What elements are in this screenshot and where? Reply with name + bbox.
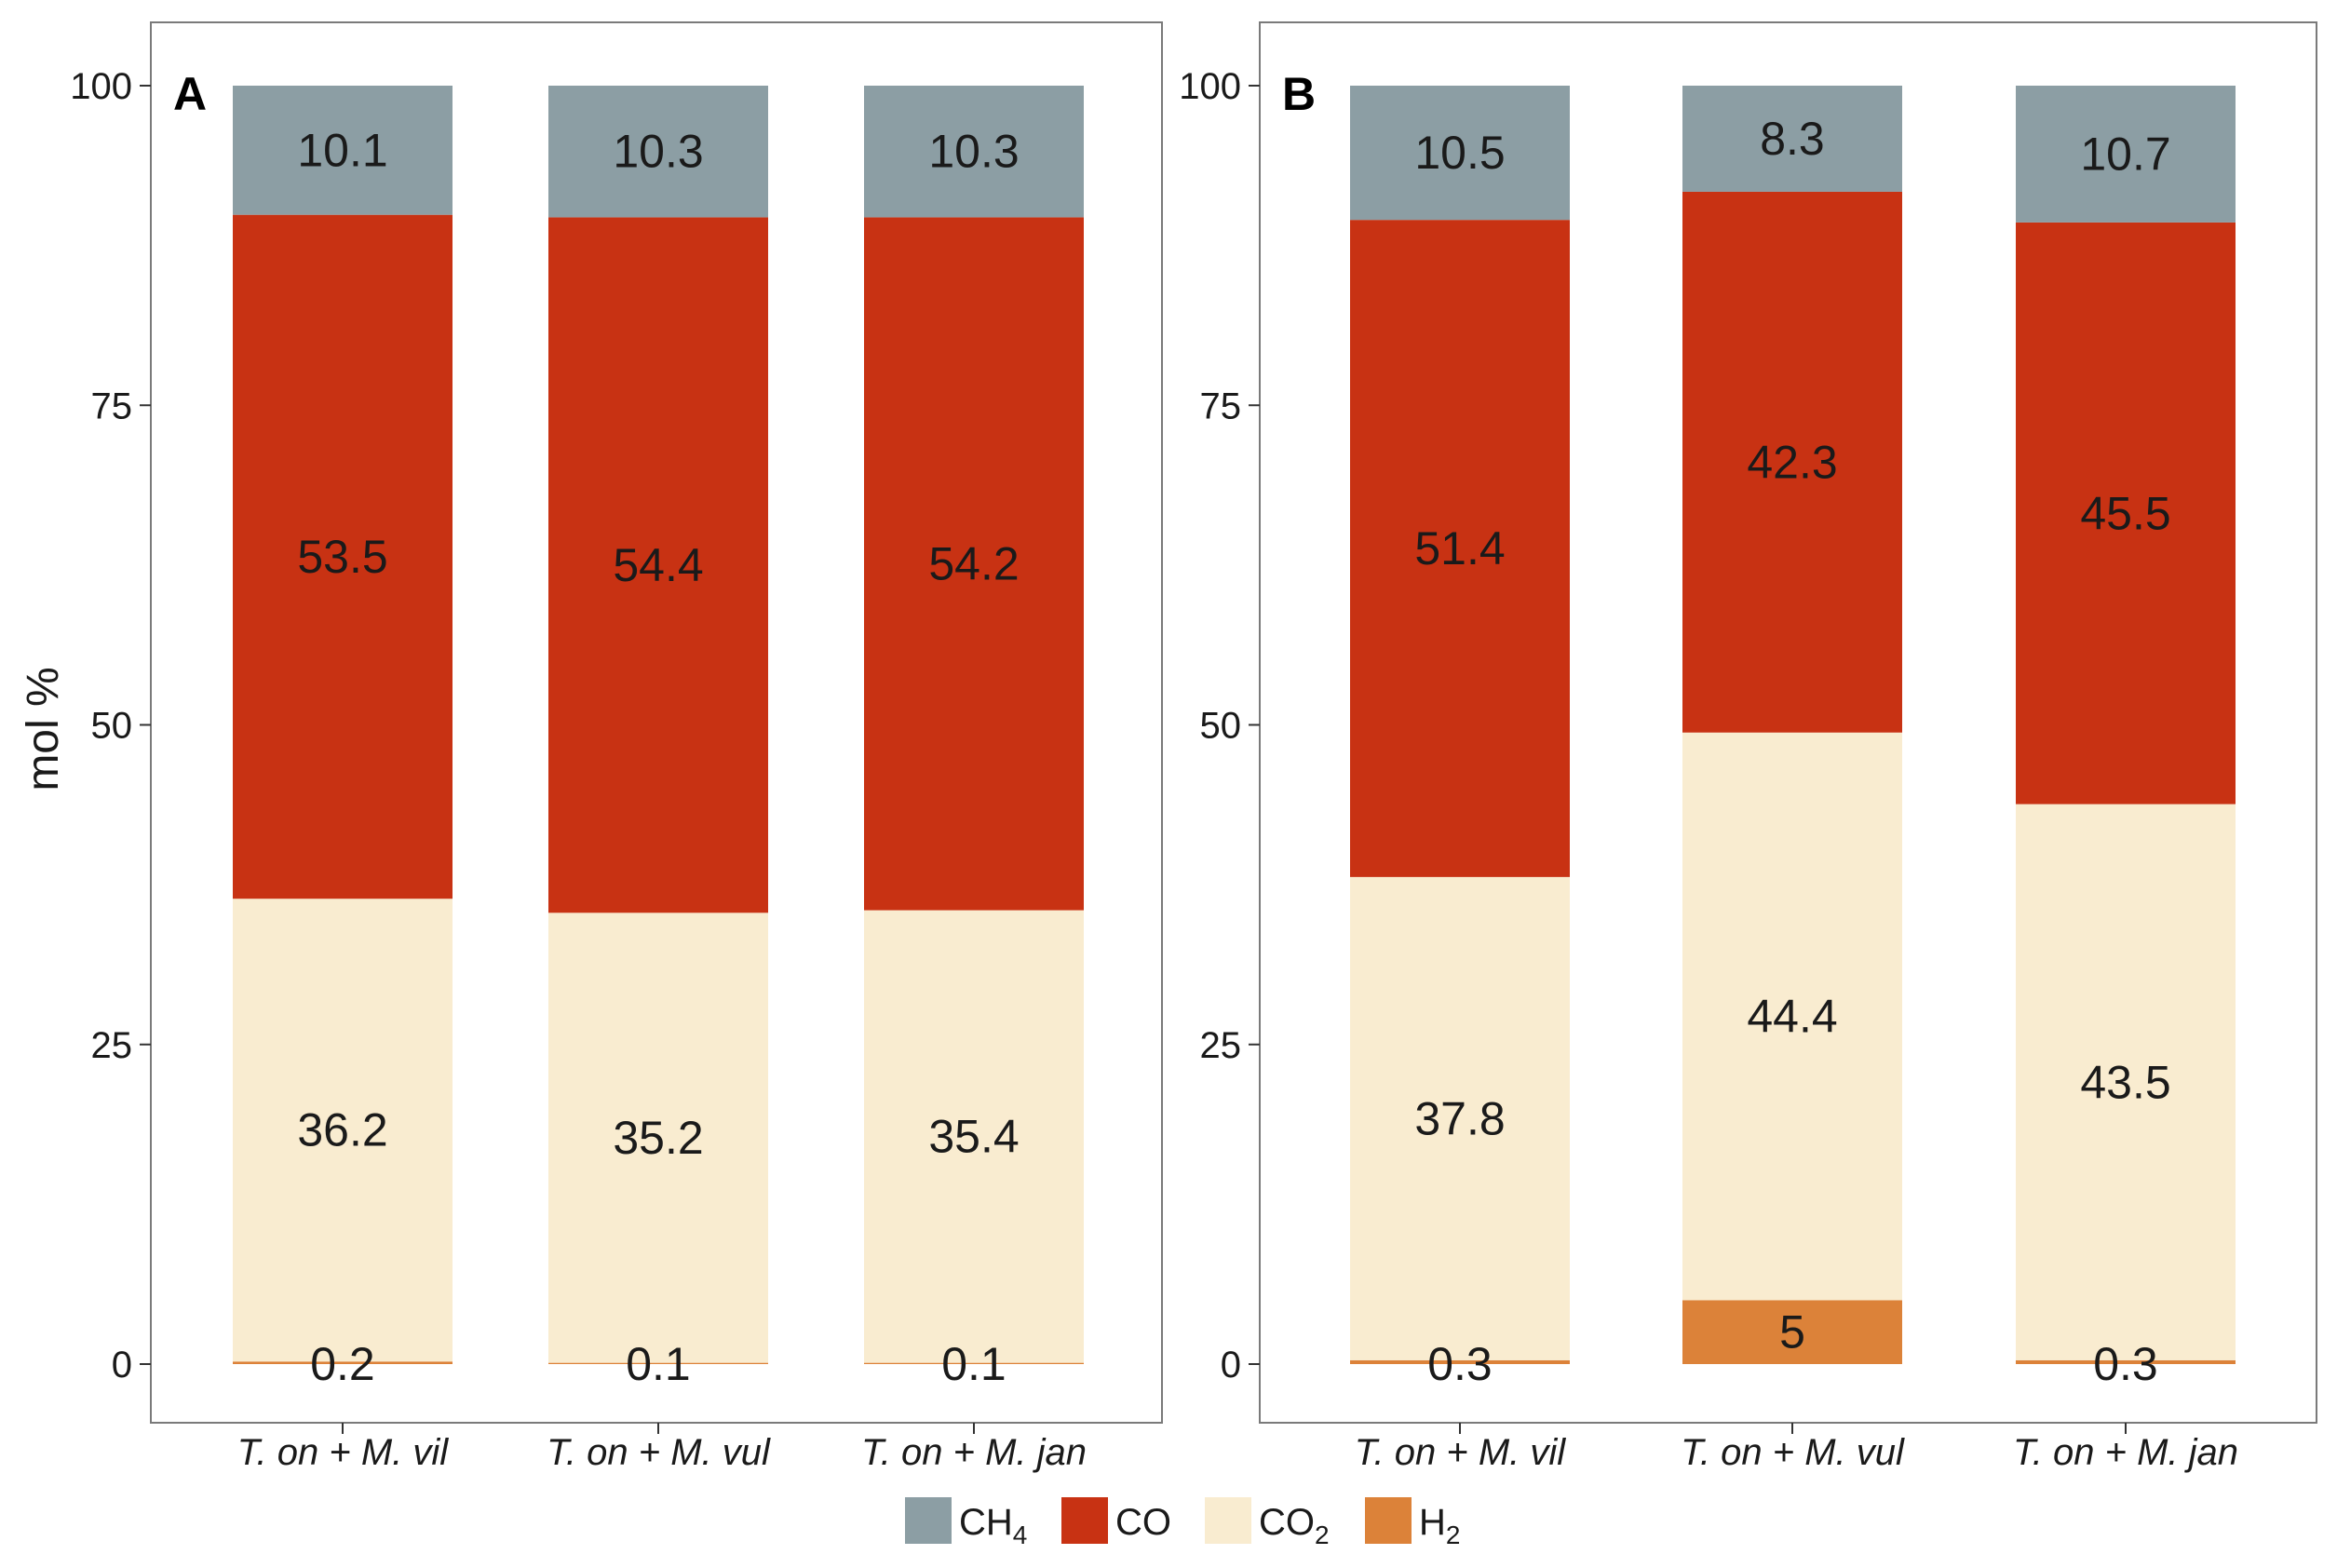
data-label: 44.4 [1747,991,1837,1043]
y-tick-label: 0 [112,1345,132,1386]
data-label: 10.5 [1414,127,1505,179]
data-label: 10.1 [297,124,387,176]
data-label: 54.4 [613,539,703,591]
data-label: 10.7 [2080,128,2170,180]
legend-label-co2: CO2 [1259,1502,1330,1549]
bar-segment-co2 [1350,876,1570,1360]
bar-segment-co2 [864,910,1084,1363]
bar-segment-co [1350,220,1570,877]
bar-segment-ch4 [1682,86,1902,192]
bar-segment-co [233,214,453,899]
bar-segment-h2 [864,1362,1084,1364]
data-label: 43.5 [2080,1056,2170,1108]
y-tick-label: 25 [91,1025,133,1066]
data-label: 35.4 [928,1111,1019,1163]
bar-segment-co2 [2016,804,2236,1360]
y-tick-label: 75 [1200,385,1242,426]
x-tick-label: T. on + M. vul [1681,1432,1905,1473]
panel-letter: A [173,68,207,120]
legend-label-co: CO [1115,1502,1171,1543]
y-axis-title: mol % [19,667,68,791]
legend-swatch-h2 [1365,1497,1412,1544]
bar-segment-h2 [2016,1359,2236,1364]
bar-segment-ch4 [1350,86,1570,221]
x-tick-label: T. on + M. vil [1355,1432,1567,1473]
bar-segment-ch4 [548,86,768,218]
data-label: 0.2 [310,1338,375,1390]
x-tick-label: T. on + M. jan [861,1432,1087,1473]
data-label: 10.3 [928,126,1019,178]
data-label: 42.3 [1747,436,1837,488]
bar-segment-ch4 [864,86,1084,218]
panel-border [150,21,1163,1424]
data-label: 53.5 [297,531,387,583]
y-tick-label: 50 [1200,706,1242,747]
bar-segment-ch4 [233,86,453,215]
y-tick-label: 75 [91,385,133,426]
data-label: 5 [1779,1306,1805,1358]
data-label: 0.1 [941,1338,1006,1390]
bar-segment-co [864,217,1084,911]
bar-segment-co [1682,191,1902,733]
legend-label-h2: H2 [1419,1502,1460,1549]
data-label: 0.3 [2093,1338,2158,1390]
legend: CH4 CO CO2 H2 [905,1497,1460,1549]
bar-segment-h2 [1682,1300,1902,1364]
data-label: 51.4 [1414,522,1505,574]
y-tick-label: 100 [1179,66,1241,107]
data-label: 54.2 [928,538,1019,590]
data-label: 0.3 [1427,1338,1493,1390]
panel-letter: B [1282,68,1316,120]
bar-segment-co [548,217,768,913]
bar-segment-h2 [1350,1359,1570,1364]
legend-swatch-co2 [1205,1497,1251,1544]
legend-label-ch4: CH4 [959,1502,1027,1549]
bar-segment-co2 [233,899,453,1362]
bar-segment-co [2016,222,2236,804]
y-tick-label: 50 [91,706,133,747]
data-label: 45.5 [2080,487,2170,539]
bar-segment-h2 [548,1362,768,1364]
data-label: 10.3 [613,126,703,178]
bar-segment-h2 [233,1361,453,1364]
y-tick-label: 100 [70,66,132,107]
panel-a: 0 25 50 75 100 0.2 36.2 53.5 10.1 T. on + M. vil 0… [70,21,1163,1473]
data-label: 36.2 [297,1104,387,1156]
bar-segment-co2 [1682,732,1902,1301]
legend-swatch-ch4 [905,1497,952,1544]
data-label: 35.2 [613,1112,703,1164]
x-tick-label: T. on + M. vul [547,1432,771,1473]
x-tick-label: T. on + M. jan [2013,1432,2238,1473]
y-tick-label: 0 [1221,1345,1241,1386]
data-label: 0.1 [626,1338,691,1390]
y-tick-label: 25 [1200,1025,1242,1066]
data-label: 8.3 [1760,113,1825,165]
bar-segment-co2 [548,912,768,1363]
panel-border [1259,21,2317,1424]
panel-b: 0 25 50 75 100 0.3 37.8 51.4 10.5 T. on + M. vil 5… [1179,21,2317,1473]
data-label: 37.8 [1414,1092,1505,1144]
legend-swatch-co [1061,1497,1108,1544]
bar-segment-ch4 [2016,86,2236,223]
x-tick-label: T. on + M. vil [237,1432,450,1473]
